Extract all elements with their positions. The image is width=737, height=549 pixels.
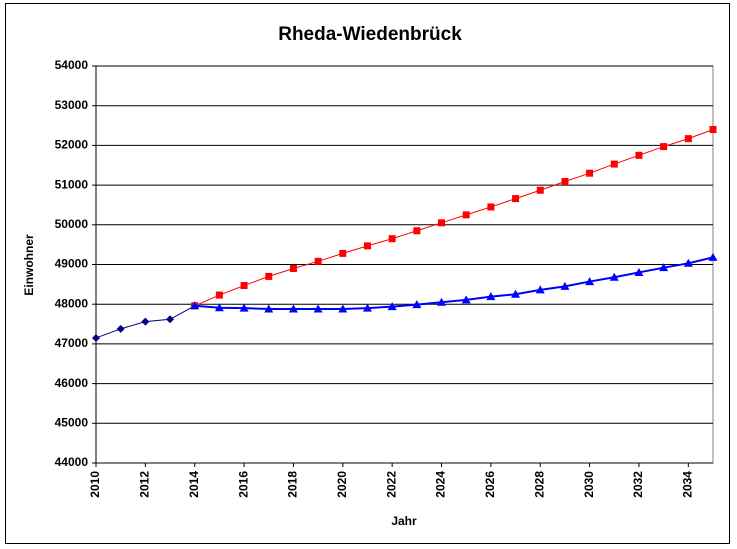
x-tick-label: 2012 [138, 471, 152, 498]
marker [684, 135, 692, 143]
x-tick-label: 2020 [335, 471, 349, 498]
marker [536, 186, 544, 194]
x-tick-label: 2022 [384, 471, 398, 498]
y-tick-label: 54000 [55, 58, 89, 72]
marker [438, 219, 446, 227]
x-tick-label: 2018 [286, 471, 300, 498]
marker [437, 297, 447, 306]
marker [585, 277, 595, 286]
marker [487, 203, 495, 211]
y-tick-label: 49000 [55, 257, 89, 271]
marker [166, 315, 175, 324]
marker [512, 195, 520, 203]
marker [239, 303, 249, 312]
marker [363, 242, 371, 250]
marker [659, 263, 669, 272]
marker [535, 285, 545, 294]
series-line [194, 256, 714, 310]
marker [339, 249, 347, 257]
series-line [194, 129, 714, 307]
y-tick-label: 53000 [55, 98, 89, 112]
marker [461, 295, 471, 304]
marker [388, 235, 396, 243]
marker [289, 264, 297, 272]
marker [314, 257, 322, 265]
marker [561, 178, 569, 186]
chart-title: Rheda-Wiedenbrück [278, 24, 462, 45]
y-tick-label: 46000 [55, 376, 89, 390]
marker [265, 272, 273, 280]
marker [288, 304, 298, 313]
x-tick-label: 2032 [631, 471, 645, 498]
x-tick-label: 2010 [88, 471, 102, 498]
marker [609, 272, 619, 281]
marker [586, 169, 594, 177]
marker [141, 317, 150, 326]
marker [92, 333, 100, 342]
marker [215, 291, 223, 299]
x-tick-label: 2024 [434, 471, 448, 498]
marker [486, 292, 496, 301]
marker [264, 304, 274, 313]
y-axis-label: Einwohner [22, 234, 36, 296]
marker [462, 211, 470, 219]
marker [412, 300, 422, 309]
marker [683, 258, 693, 267]
marker [560, 281, 570, 290]
y-tick-label: 51000 [55, 177, 89, 191]
marker [313, 304, 323, 313]
marker [362, 303, 372, 312]
y-tick-label: 44000 [55, 455, 89, 469]
x-tick-label: 2026 [483, 471, 497, 498]
x-tick-label: 2034 [680, 471, 694, 498]
marker [634, 267, 644, 276]
marker [413, 227, 421, 235]
x-axis-label: Jahr [391, 514, 417, 528]
y-tick-label: 47000 [55, 336, 89, 350]
y-tick-label: 52000 [55, 138, 89, 152]
marker [116, 324, 125, 333]
x-tick-label: 2014 [187, 471, 201, 498]
y-tick-label: 50000 [55, 217, 89, 231]
x-tick-label: 2016 [236, 471, 250, 498]
marker [660, 143, 668, 151]
y-tick-label: 48000 [55, 296, 89, 310]
x-tick-label: 2028 [532, 471, 546, 498]
marker [240, 282, 248, 290]
marker [190, 301, 200, 310]
marker [338, 304, 348, 313]
marker [214, 303, 224, 312]
x-tick-label: 2030 [582, 471, 596, 498]
marker [709, 126, 717, 134]
y-tick-label: 45000 [55, 415, 89, 429]
marker [610, 160, 618, 168]
marker [708, 252, 718, 261]
marker [511, 289, 521, 298]
marker [387, 302, 397, 311]
marker [635, 151, 643, 159]
